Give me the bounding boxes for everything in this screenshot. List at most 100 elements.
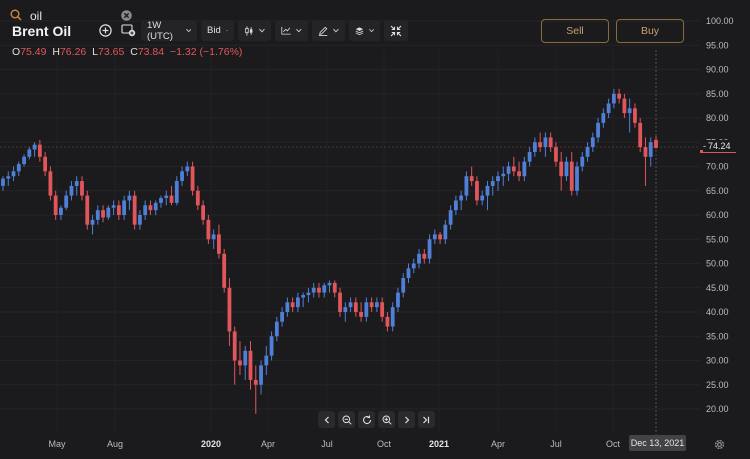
candle-body[interactable]	[195, 190, 200, 206]
candle-body[interactable]	[53, 195, 58, 215]
candle-body[interactable]	[554, 147, 558, 162]
candle-body[interactable]	[543, 137, 548, 148]
price-type-select[interactable]: Bid	[201, 20, 234, 41]
candle-body[interactable]	[585, 147, 590, 157]
candle-body[interactable]	[95, 210, 100, 220]
candle-body[interactable]	[290, 302, 295, 308]
candle-body[interactable]	[490, 181, 495, 186]
candle-body[interactable]	[432, 234, 437, 240]
candle-body[interactable]	[206, 219, 211, 240]
candle-body[interactable]	[459, 195, 464, 201]
candle-body[interactable]	[627, 108, 632, 114]
candle-body[interactable]	[622, 98, 627, 114]
gear-icon[interactable]	[713, 438, 726, 451]
candle-body[interactable]	[64, 195, 69, 208]
candle-body[interactable]	[643, 147, 648, 157]
candle-body[interactable]	[90, 219, 95, 225]
candle-body[interactable]	[106, 207, 111, 218]
zoom-out-button[interactable]	[338, 411, 355, 428]
candle-body[interactable]	[527, 151, 532, 162]
zoom-in-button[interactable]	[378, 411, 395, 428]
candle-body[interactable]	[596, 122, 600, 138]
candle-body[interactable]	[174, 181, 179, 203]
candle-body[interactable]	[575, 166, 579, 191]
candle-body[interactable]	[648, 142, 653, 157]
candle-body[interactable]	[369, 302, 374, 308]
candle-body[interactable]	[332, 282, 337, 293]
candle-body[interactable]	[222, 253, 227, 288]
candle-body[interactable]	[180, 171, 184, 182]
candle-body[interactable]	[617, 93, 622, 99]
candle-body[interactable]	[243, 350, 248, 366]
candle-body[interactable]	[506, 166, 511, 174]
candle-body[interactable]	[127, 195, 132, 201]
candle-body[interactable]	[111, 205, 116, 208]
candle-body[interactable]	[496, 176, 500, 182]
candle-body[interactable]	[633, 108, 637, 123]
candle-body[interactable]	[511, 166, 516, 172]
compare-button[interactable]	[118, 20, 138, 41]
candle-body[interactable]	[101, 210, 105, 218]
candle-body[interactable]	[580, 156, 585, 167]
candle-body[interactable]	[16, 164, 21, 172]
candle-body[interactable]	[590, 137, 595, 148]
candle-body[interactable]	[327, 282, 332, 286]
candle-body[interactable]	[348, 302, 353, 308]
candle-body[interactable]	[259, 365, 263, 385]
candle-body[interactable]	[501, 173, 506, 177]
candle-body[interactable]	[638, 122, 643, 148]
candle-body[interactable]	[469, 176, 474, 182]
candle-body[interactable]	[475, 181, 479, 201]
scroll-left-button[interactable]	[318, 411, 335, 428]
candle-body[interactable]	[159, 198, 163, 203]
candle-body[interactable]	[301, 295, 306, 298]
candle-body[interactable]	[390, 307, 395, 327]
candle-body[interactable]	[1, 178, 5, 186]
candle-body[interactable]	[143, 205, 148, 215]
search-icon[interactable]	[10, 9, 22, 21]
candle-body[interactable]	[6, 176, 11, 179]
candle-body[interactable]	[411, 263, 416, 269]
drawing-tools-select[interactable]	[312, 20, 345, 41]
timeframe-select[interactable]: 1W (UTC)	[141, 20, 197, 42]
candle-body[interactable]	[396, 292, 400, 308]
candle-body[interactable]	[364, 302, 369, 317]
candle-body[interactable]	[138, 215, 142, 225]
candle-body[interactable]	[164, 195, 169, 199]
clear-icon[interactable]	[121, 10, 132, 21]
candle-body[interactable]	[448, 210, 453, 225]
candle-body[interactable]	[201, 205, 206, 220]
candle-body[interactable]	[538, 142, 543, 148]
candle-body[interactable]	[43, 156, 48, 172]
candle-body[interactable]	[238, 360, 242, 366]
add-indicator-button[interactable]	[96, 20, 114, 41]
candle-body[interactable]	[80, 181, 84, 196]
candle-body[interactable]	[322, 285, 327, 293]
candle-body[interactable]	[85, 195, 90, 225]
candle-body[interactable]	[517, 171, 521, 177]
candle-body[interactable]	[232, 331, 237, 361]
candle-body[interactable]	[306, 292, 311, 296]
candle-body[interactable]	[169, 195, 174, 203]
candle-body[interactable]	[485, 185, 490, 196]
candle-body[interactable]	[274, 321, 279, 337]
layers-select[interactable]	[349, 20, 380, 41]
candle-body[interactable]	[611, 93, 616, 104]
candle-body[interactable]	[559, 161, 564, 177]
candle-body[interactable]	[380, 302, 385, 317]
candle-body[interactable]	[248, 350, 253, 380]
candle-body[interactable]	[401, 278, 406, 293]
candle-body[interactable]	[264, 355, 269, 366]
candle-body[interactable]	[11, 171, 16, 177]
candle-body[interactable]	[211, 234, 216, 240]
collapse-button[interactable]	[384, 20, 408, 41]
candle-body[interactable]	[417, 253, 421, 264]
candle-body[interactable]	[32, 144, 37, 150]
candle-body[interactable]	[480, 195, 485, 201]
buy-button[interactable]: Buy	[616, 19, 684, 43]
candle-body[interactable]	[601, 113, 606, 123]
candle-body[interactable]	[548, 137, 553, 148]
candle-body[interactable]	[253, 379, 258, 385]
candle-body[interactable]	[27, 149, 32, 157]
